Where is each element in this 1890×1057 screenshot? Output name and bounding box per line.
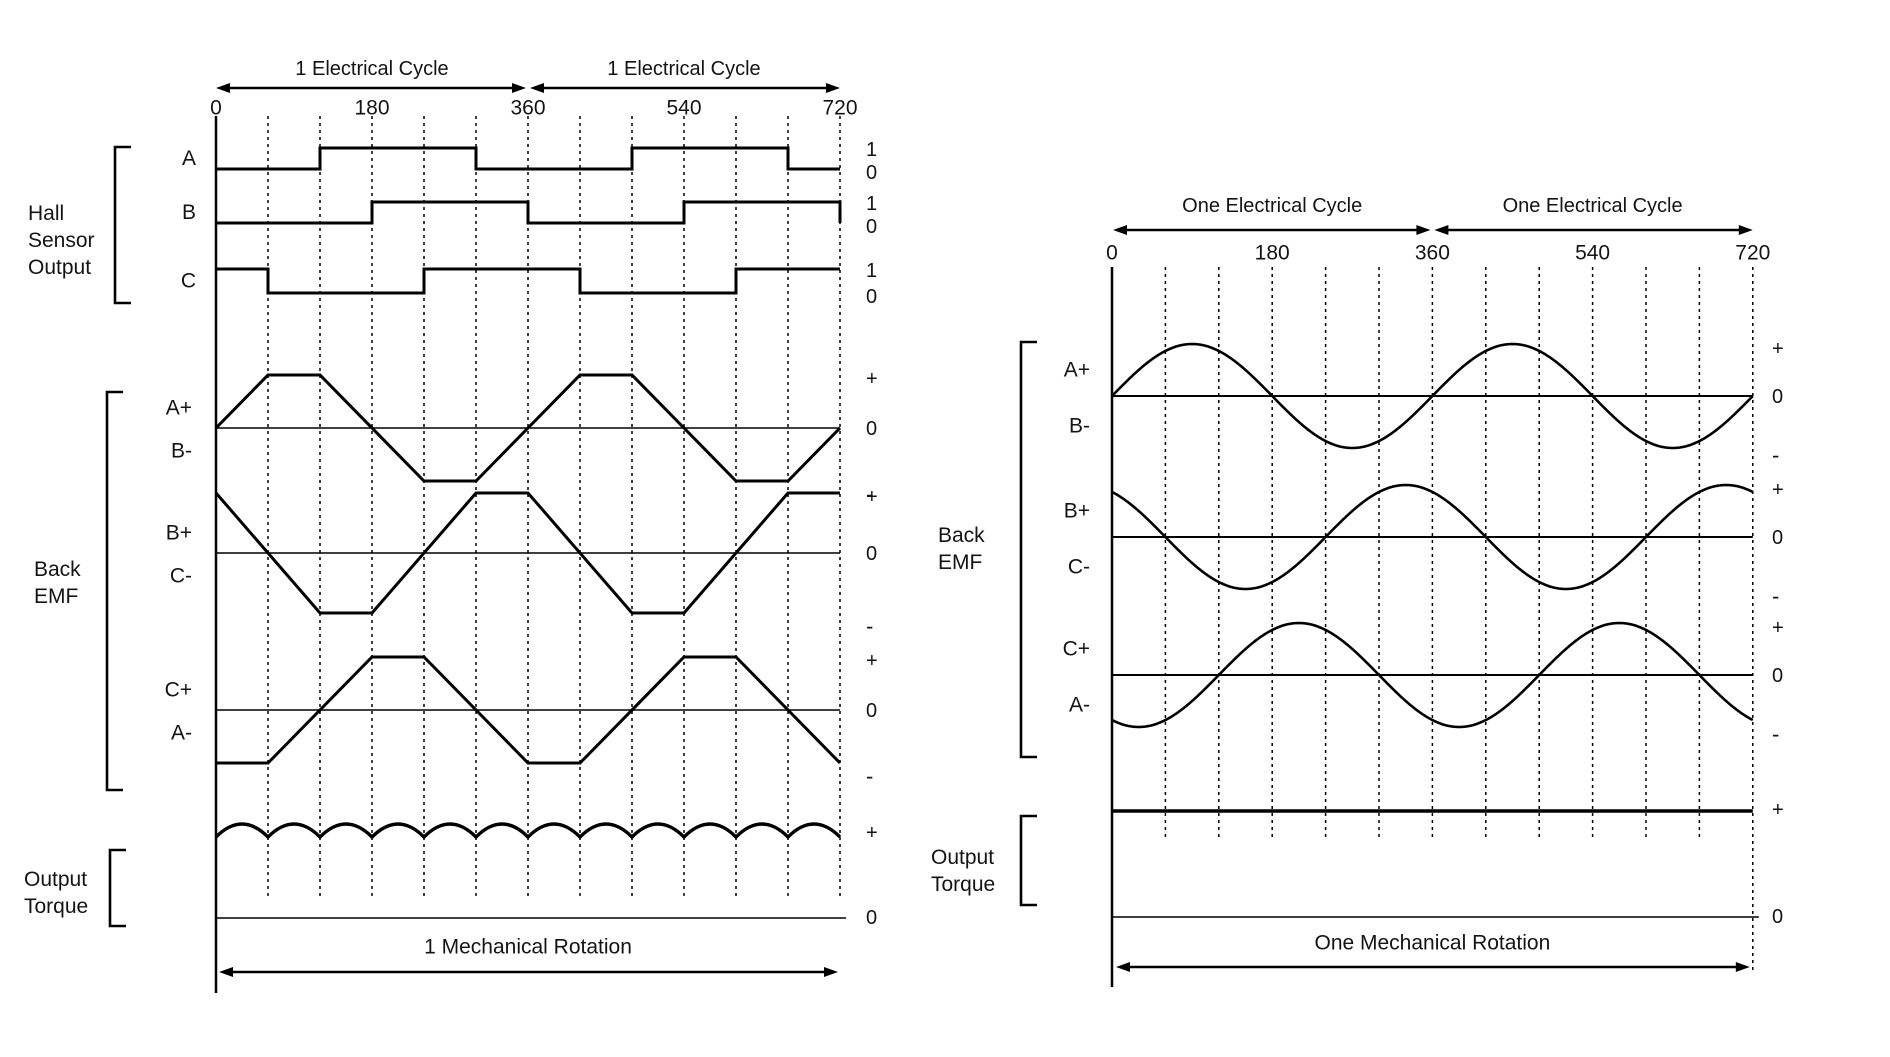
left-dashed-grid — [267, 116, 841, 898]
right-output-torque: +0 — [1112, 799, 1784, 928]
svg-text:-: - — [866, 482, 873, 507]
back-emf-label-line1: Back — [938, 524, 985, 547]
svg-text:C+: C+ — [1063, 638, 1090, 661]
svg-text:180: 180 — [1255, 242, 1290, 265]
svg-text:0: 0 — [866, 907, 877, 929]
svg-text:+: + — [866, 486, 878, 508]
svg-text:One Electrical Cycle: One Electrical Cycle — [1182, 195, 1362, 217]
svg-text:C: C — [181, 270, 196, 293]
right-group-label-back-emf: Back EMF — [938, 522, 985, 576]
left-hall-wave-A: A 10 — [182, 139, 877, 184]
right-brackets — [1019, 340, 1037, 907]
svg-text:A+: A+ — [1064, 359, 1090, 382]
svg-text:1: 1 — [866, 193, 877, 215]
right-emf-wave-C+: C+ A- +0 - — [1063, 617, 1784, 747]
output-torque-label-line2: Torque — [931, 873, 996, 896]
svg-text:C-: C- — [1068, 556, 1090, 579]
svg-text:180: 180 — [354, 97, 389, 120]
svg-text:1 Electrical Cycle: 1 Electrical Cycle — [607, 58, 760, 80]
svg-text:C-: C- — [170, 565, 192, 588]
svg-text:1: 1 — [866, 139, 877, 161]
svg-text:0: 0 — [1106, 242, 1118, 265]
svg-text:0: 0 — [866, 162, 877, 184]
svg-text:A+: A+ — [166, 397, 192, 420]
left-group-label-back-emf: Back EMF — [34, 556, 81, 610]
svg-text:720: 720 — [1735, 242, 1770, 265]
svg-text:+: + — [866, 650, 878, 672]
svg-text:360: 360 — [1415, 242, 1450, 265]
svg-text:0: 0 — [210, 97, 222, 120]
svg-text:One Mechanical Rotation: One Mechanical Rotation — [1314, 932, 1550, 955]
left-emf-wave-A+: A+ B- +0 - — [166, 368, 878, 507]
svg-text:B: B — [182, 201, 196, 224]
svg-text:-: - — [1772, 722, 1779, 747]
svg-text:-: - — [866, 614, 873, 639]
svg-text:720: 720 — [822, 97, 857, 120]
output-torque-label-line1: Output — [24, 868, 88, 891]
left-hall-wave-B: B 10 — [182, 193, 877, 238]
right-emf-wave-A+: A+ B- +0 - — [1064, 338, 1784, 468]
svg-text:+: + — [1772, 617, 1784, 639]
svg-text:1: 1 — [866, 260, 877, 282]
left-emf-wave-C+: C+ A- +0 - — [165, 650, 878, 789]
left-header: 1 Electrical Cycle 1 Electrical Cycle 0 180… — [210, 58, 857, 120]
right-header: One Electrical Cycle One Electrical Cycle… — [1106, 195, 1770, 265]
hall-label-line2: Sensor — [28, 229, 95, 252]
svg-text:B+: B+ — [1064, 500, 1090, 523]
svg-text:A: A — [182, 147, 196, 170]
output-torque-label-line1: Output — [931, 846, 995, 869]
left-emf-wave-B+: B+ C- +0 - — [166, 486, 878, 639]
svg-text:540: 540 — [666, 97, 701, 120]
svg-text:B-: B- — [171, 440, 192, 463]
right-dashed-grid — [1164, 267, 1754, 970]
svg-text:0: 0 — [866, 418, 877, 440]
output-torque-label-line2: Torque — [24, 895, 89, 918]
right-mechanical-rotation: One Mechanical Rotation — [1116, 932, 1750, 972]
svg-text:0: 0 — [1772, 906, 1783, 928]
left-group-label-hall-sensor-output: Hall Sensor Output — [28, 200, 95, 281]
right-emf-wave-B+: B+ C- +0 - — [1064, 479, 1784, 609]
svg-text:+: + — [1772, 799, 1784, 821]
svg-text:0: 0 — [1772, 665, 1783, 687]
svg-text:-: - — [1772, 443, 1779, 468]
left-hall-wave-C: C 1 0 — [181, 260, 877, 308]
svg-text:0: 0 — [866, 216, 877, 238]
svg-text:+: + — [866, 368, 878, 390]
left-mechanical-rotation: 1 Mechanical Rotation — [219, 936, 838, 977]
back-emf-label-line2: EMF — [938, 551, 983, 574]
left-brackets — [105, 145, 131, 928]
svg-text:A-: A- — [1069, 694, 1090, 717]
svg-text:-: - — [866, 764, 873, 789]
svg-text:+: + — [866, 822, 878, 844]
hall-label-line1: Hall — [28, 202, 65, 225]
svg-text:0: 0 — [866, 543, 877, 565]
svg-text:1 Mechanical Rotation: 1 Mechanical Rotation — [424, 936, 632, 959]
svg-text:A-: A- — [171, 722, 192, 745]
back-emf-label-line2: EMF — [34, 585, 79, 608]
left-group-label-output-torque: Output Torque — [24, 866, 88, 920]
svg-text:B+: B+ — [166, 522, 192, 545]
svg-text:0: 0 — [866, 700, 877, 722]
svg-text:C+: C+ — [165, 679, 192, 702]
svg-text:0: 0 — [1772, 527, 1783, 549]
left-output-torque: +0 — [214, 822, 878, 929]
svg-text:0: 0 — [866, 286, 877, 308]
svg-text:360: 360 — [510, 97, 545, 120]
svg-text:+: + — [1772, 338, 1784, 360]
svg-text:B-: B- — [1069, 415, 1090, 438]
hall-label-line3: Output — [28, 256, 92, 279]
back-emf-label-line1: Back — [34, 558, 81, 581]
svg-text:1 Electrical Cycle: 1 Electrical Cycle — [295, 58, 448, 80]
svg-text:0: 0 — [1772, 386, 1783, 408]
right-group-label-output-torque: Output Torque — [931, 844, 995, 898]
svg-text:One Electrical Cycle: One Electrical Cycle — [1503, 195, 1683, 217]
svg-text:+: + — [1772, 479, 1784, 501]
svg-text:540: 540 — [1575, 242, 1610, 265]
svg-text:-: - — [1772, 584, 1779, 609]
